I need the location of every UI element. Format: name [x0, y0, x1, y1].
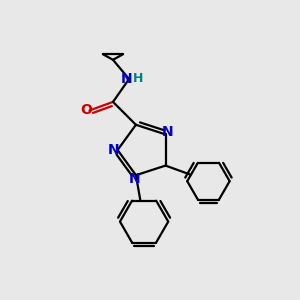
Text: N: N — [107, 143, 119, 157]
Text: N: N — [121, 72, 133, 86]
Text: O: O — [80, 103, 92, 118]
Text: N: N — [162, 125, 174, 139]
Text: N: N — [129, 172, 140, 186]
Text: H: H — [133, 72, 144, 85]
